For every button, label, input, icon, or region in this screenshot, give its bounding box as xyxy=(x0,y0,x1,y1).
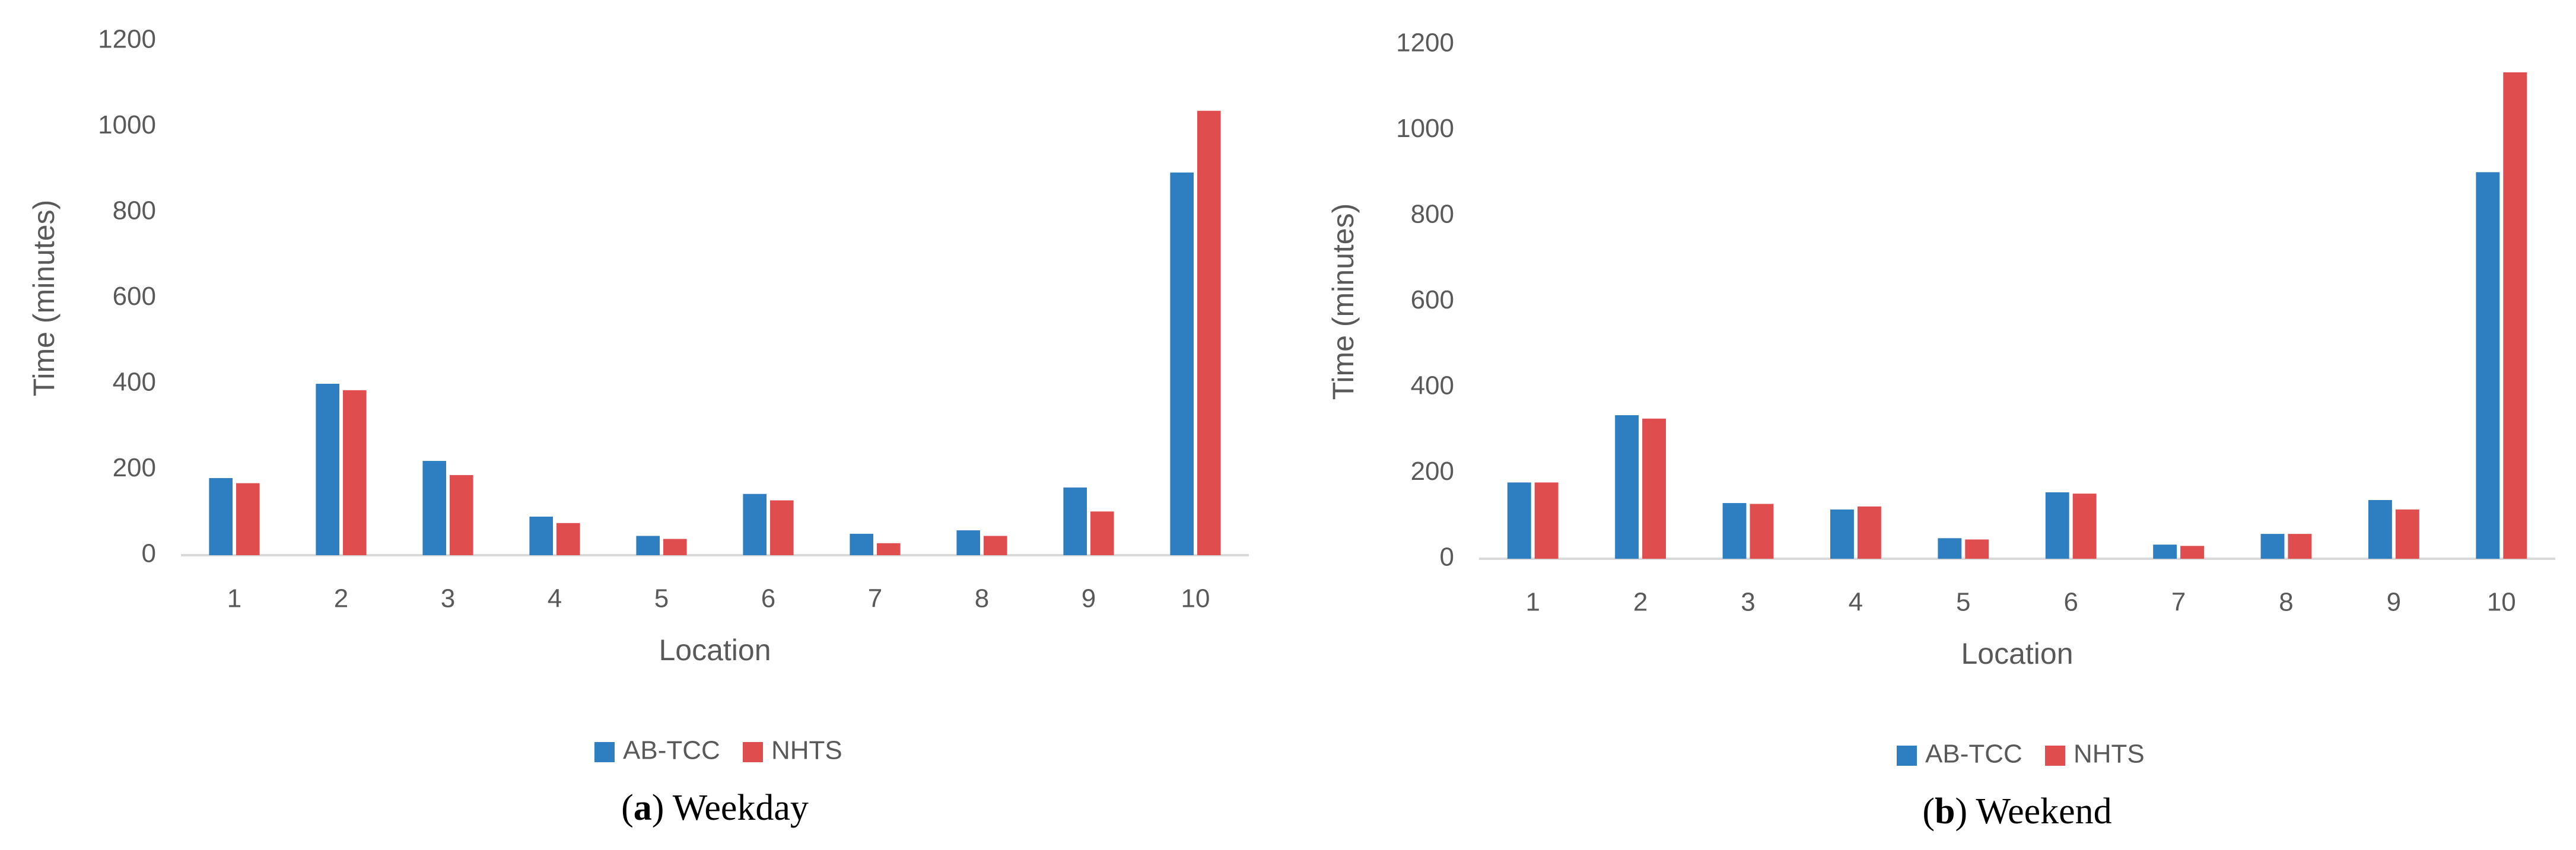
bar xyxy=(1642,418,1667,559)
x-tick-label: 1 xyxy=(1525,588,1540,617)
x-tick-label: 3 xyxy=(441,584,455,613)
caption-part: b xyxy=(1935,791,1955,832)
x-tick-label: 9 xyxy=(1082,584,1096,613)
x-tick-label: 4 xyxy=(1849,588,1863,617)
bar xyxy=(2503,72,2527,559)
legend-label: AB-TCC xyxy=(623,736,720,765)
caption-part: ) Weekend xyxy=(1955,791,2112,832)
bar xyxy=(1507,482,1531,559)
y-axis-title: Time (minutes) xyxy=(27,200,61,397)
caption-part: a xyxy=(634,788,652,828)
bar xyxy=(2368,500,2392,559)
y-tick-label: 200 xyxy=(1411,457,1454,486)
y-axis-title: Time (minutes) xyxy=(1327,203,1360,400)
bar xyxy=(1830,509,1854,559)
x-tick-label: 5 xyxy=(654,584,669,613)
y-tick-label: 600 xyxy=(113,282,156,311)
legend-label: NHTS xyxy=(2073,740,2145,769)
bar xyxy=(1615,415,1639,559)
x-tick-label: 7 xyxy=(868,584,882,613)
y-tick-label: 0 xyxy=(1440,543,1454,572)
bar xyxy=(663,539,687,555)
bar xyxy=(1090,511,1114,555)
caption-part: ( xyxy=(621,788,634,828)
bar xyxy=(316,384,339,555)
x-axis-title: Location xyxy=(659,633,771,667)
bar xyxy=(556,523,580,555)
x-tick-label: 10 xyxy=(2487,588,2516,617)
y-tick-label: 200 xyxy=(113,453,156,482)
legend-swatch xyxy=(743,742,763,762)
legend-label: NHTS xyxy=(771,736,842,765)
bar xyxy=(850,533,873,555)
bar xyxy=(2045,492,2069,559)
bar xyxy=(2288,534,2312,559)
bar xyxy=(450,475,473,555)
bar xyxy=(1965,539,1989,559)
x-tick-label: 2 xyxy=(334,584,348,613)
bar xyxy=(743,494,767,555)
x-tick-label: 9 xyxy=(2387,588,2401,617)
y-tick-label: 1000 xyxy=(98,110,156,139)
x-tick-label: 7 xyxy=(2171,588,2186,617)
x-tick-label: 3 xyxy=(1741,588,1755,617)
bar xyxy=(2153,545,2177,559)
y-tick-label: 800 xyxy=(1411,200,1454,229)
bar xyxy=(2260,534,2285,559)
y-tick-label: 1200 xyxy=(1396,28,1454,58)
legend-swatch xyxy=(594,742,615,762)
x-tick-label: 5 xyxy=(1956,588,1970,617)
y-tick-label: 800 xyxy=(113,196,156,225)
bar xyxy=(1857,506,1881,559)
x-tick-label: 6 xyxy=(761,584,775,613)
bar xyxy=(1750,504,1774,559)
bar xyxy=(343,390,367,555)
y-tick-label: 600 xyxy=(1411,285,1454,314)
bar xyxy=(2395,509,2419,559)
bar xyxy=(2476,172,2500,559)
bar xyxy=(1938,538,1962,559)
x-tick-label: 4 xyxy=(548,584,562,613)
legend-label: AB-TCC xyxy=(1925,740,2022,769)
bar xyxy=(956,530,980,555)
bar xyxy=(984,536,1007,555)
bar xyxy=(209,477,233,555)
x-tick-label: 1 xyxy=(227,584,241,613)
y-tick-label: 1200 xyxy=(98,25,156,54)
bar xyxy=(2072,494,2097,559)
bar xyxy=(770,500,794,555)
x-tick-label: 8 xyxy=(2279,588,2293,617)
caption-part: ( xyxy=(1922,791,1935,832)
bar xyxy=(236,483,260,555)
bar xyxy=(1197,110,1221,555)
bar xyxy=(1063,487,1087,555)
legend-swatch xyxy=(2045,746,2065,766)
bar xyxy=(1722,503,1747,559)
legend-swatch xyxy=(1897,746,1917,766)
bar xyxy=(877,543,901,555)
bar xyxy=(636,536,660,555)
y-tick-label: 400 xyxy=(113,368,156,397)
x-tick-label: 2 xyxy=(1633,588,1648,617)
bar xyxy=(529,516,553,555)
caption: (a) Weekday xyxy=(621,788,809,828)
x-tick-label: 8 xyxy=(975,584,989,613)
x-tick-label: 10 xyxy=(1181,584,1210,613)
x-tick-label: 6 xyxy=(2063,588,2078,617)
y-tick-label: 400 xyxy=(1411,371,1454,400)
caption-part: ) Weekday xyxy=(652,788,809,828)
x-axis-title: Location xyxy=(1961,637,2073,670)
bar xyxy=(2180,546,2205,559)
bar xyxy=(1170,172,1194,555)
bar xyxy=(422,461,446,555)
y-tick-label: 1000 xyxy=(1396,114,1454,143)
y-tick-label: 0 xyxy=(142,539,156,568)
bar xyxy=(1534,482,1559,559)
caption: (b) Weekend xyxy=(1922,791,2111,832)
